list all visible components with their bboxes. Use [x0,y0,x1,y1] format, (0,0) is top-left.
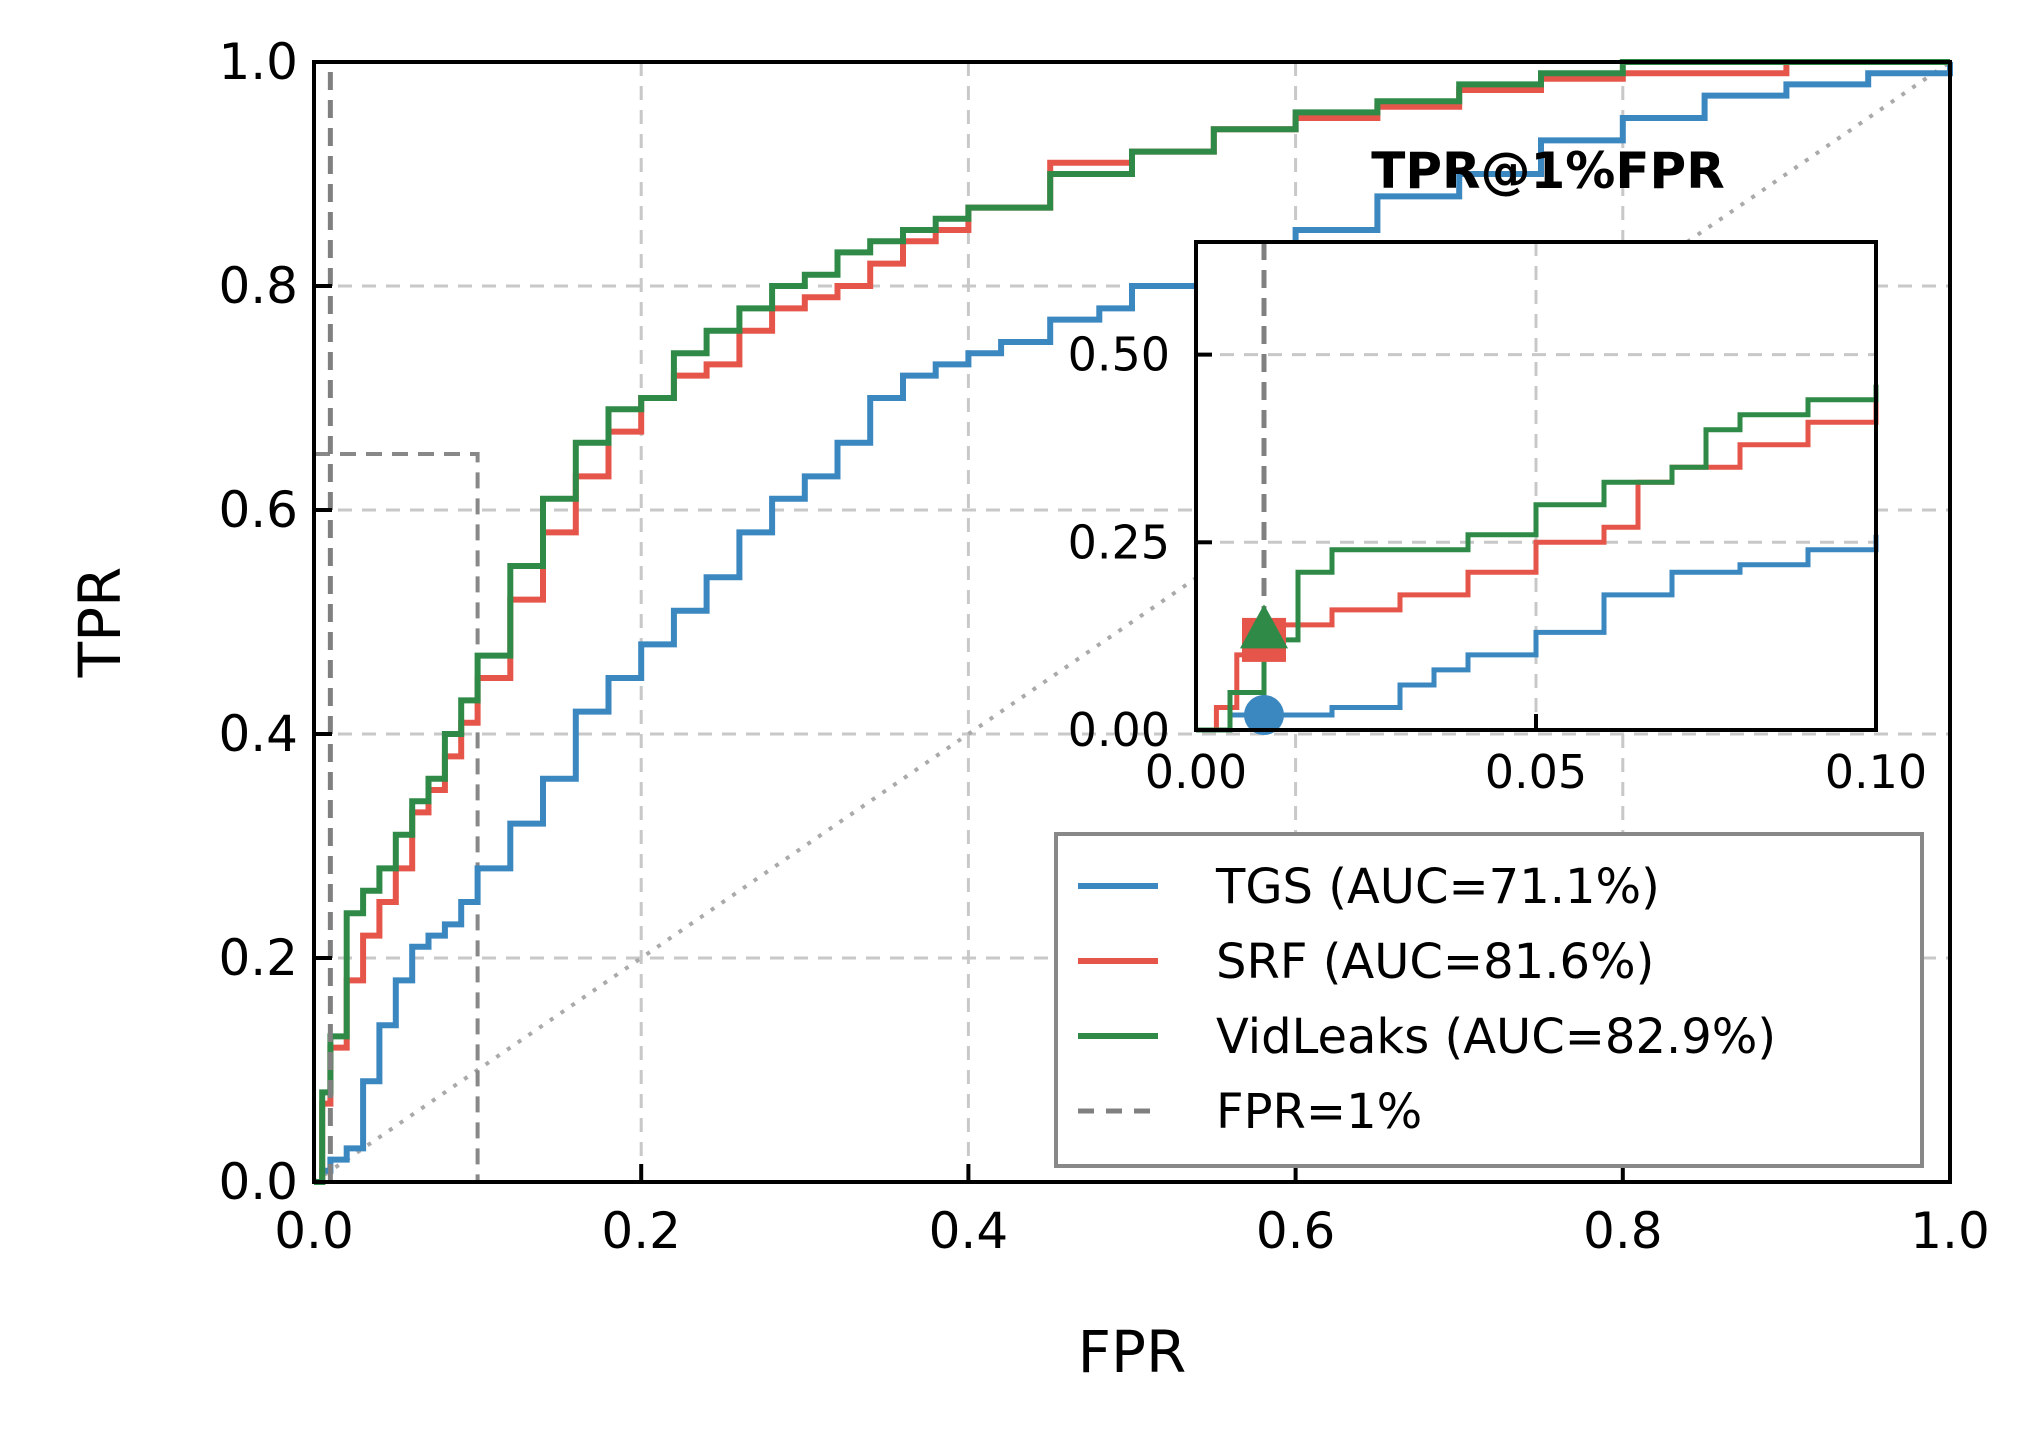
inset-x-tick-label-2: 0.10 [1825,745,1927,799]
inset-x-tick-label-1: 0.05 [1485,745,1587,799]
y-tick-label-2: 0.4 [218,705,298,763]
series-line-tgs [314,62,1953,1185]
x-tick-label-4: 0.8 [1583,1202,1663,1260]
inset-marker-tgs [1244,694,1284,735]
legend-label-vidleaks: VidLeaks (AUC=82.9%) [1216,1009,1776,1065]
plot-frame [312,60,1952,1184]
zoom-rectangle [312,452,480,1184]
y-tick-label-1: 0.2 [218,929,298,987]
x-tick-label-2: 0.4 [929,1202,1009,1260]
x-tick-label-3: 0.6 [1256,1202,1336,1260]
inset-series-line-tgs [1196,534,1879,733]
legend-label-tgs: TGS (AUC=71.1%) [1215,859,1660,915]
main-ticks: 0.0 0.2 0.4 0.6 0.8 1.0 0.0 0.2 0.4 0.6 0.8 1.0 [218,33,1989,1260]
inset-y-tick-label-2: 0.50 [1068,328,1170,382]
legend-label-fpr-1: FPR=1% [1216,1084,1422,1140]
x-tick-label-0: 0.0 [274,1202,354,1260]
zoom-region-box [312,452,480,1184]
y-tick-label-5: 1.0 [218,33,298,91]
inset-markers [1240,604,1288,735]
main-series-group [314,59,1953,1185]
y-tick-label-4: 0.8 [218,257,298,315]
y-tick-label-0: 0.0 [218,1153,298,1211]
inset-title: TPR@1%FPR [1371,142,1724,200]
inset-chart: 0.00 0.05 0.10 0.00 0.25 0.50 TPR@1%FPR [1068,142,1928,799]
inset-x-tick-label-0: 0.00 [1145,745,1247,799]
inset-ticks: 0.00 0.05 0.10 0.00 0.25 0.50 [1068,328,1928,799]
x-axis-label: FPR [1078,1318,1187,1386]
series-line-vidleaks [314,59,1950,1185]
inset-y-tick-label-1: 0.25 [1068,515,1170,569]
x-tick-label-1: 0.2 [601,1202,681,1260]
x-tick-label-5: 1.0 [1910,1202,1990,1260]
inset-y-tick-label-0: 0.00 [1068,703,1170,757]
y-tick-label-3: 0.6 [218,481,298,539]
legend-label-srf: SRF (AUC=81.6%) [1216,934,1654,990]
legend: TGS (AUC=71.1%) SRF (AUC=81.6%) VidLeaks (… [1054,832,1924,1168]
y-axis-label: TPR [66,567,134,679]
inset-marker-vidleaks [1240,604,1288,649]
legend-box [1054,832,1924,1168]
